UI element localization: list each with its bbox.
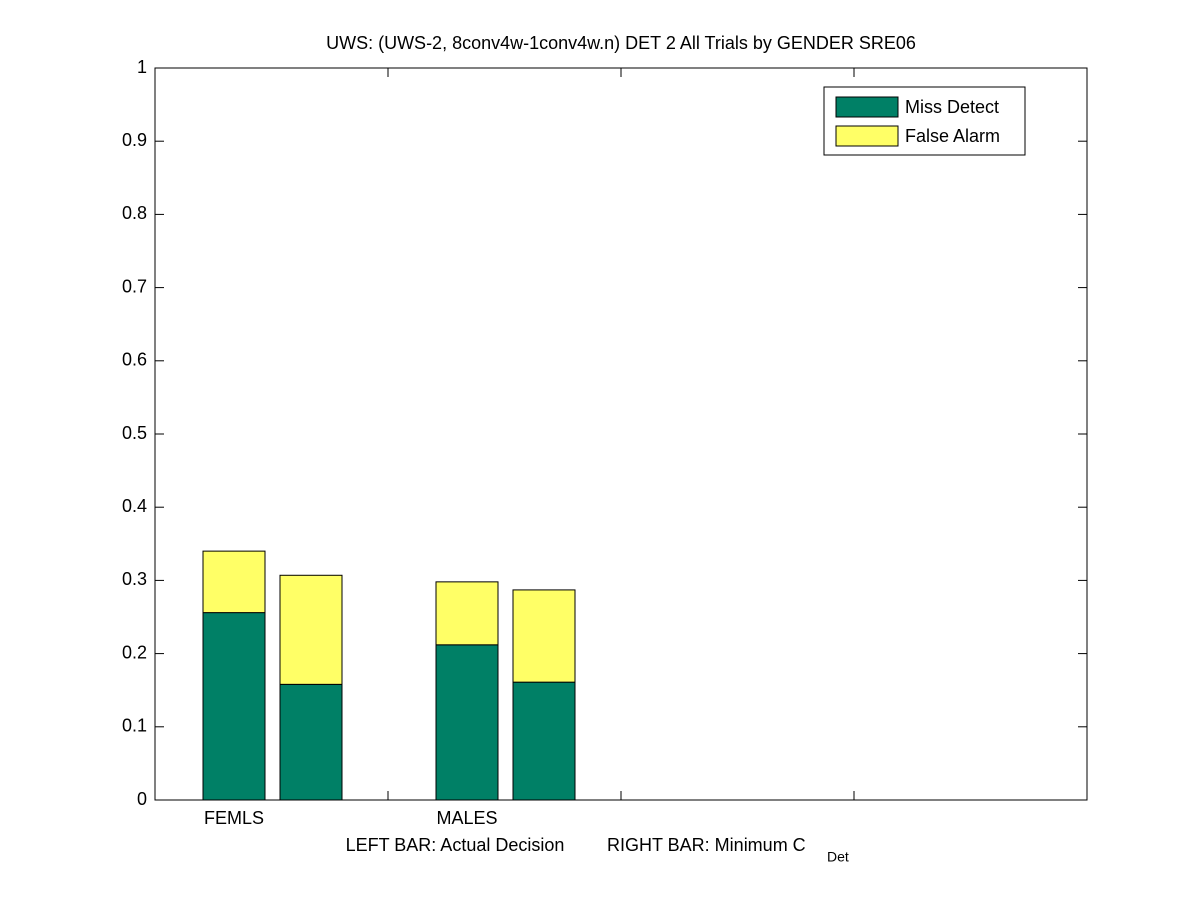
legend-label: False Alarm [905,126,1000,146]
y-tick-label: 0.4 [122,496,147,516]
bar-segment [279,574,343,685]
chart-title: UWS: (UWS-2, 8conv4w-1conv4w.n) DET 2 Al… [326,33,916,53]
bar-segment [512,589,576,683]
bar-segment [279,683,343,801]
bar-segment [512,681,576,801]
x-axis-label: LEFT BAR: Actual Decision [346,835,565,855]
bar-segment [202,550,266,614]
x-tick-label: FEMLS [204,808,264,828]
y-tick-label: 0 [137,789,147,809]
x-axis-label: RIGHT BAR: Minimum C [607,835,806,855]
bar-segment [435,581,499,646]
y-tick-label: 0.1 [122,716,147,736]
y-tick-label: 0.7 [122,276,147,296]
bar-segment [202,612,266,801]
x-axis-label-subscript: Det [827,849,849,865]
y-tick-label: 0.3 [122,569,147,589]
y-tick-label: 0.6 [122,350,147,370]
legend-label: Miss Detect [905,97,999,117]
x-tick-label: MALES [436,808,497,828]
y-tick-label: 0.8 [122,203,147,223]
y-tick-label: 1 [137,57,147,77]
y-tick-label: 0.5 [122,423,147,443]
bar-segment [435,644,499,801]
y-tick-label: 0.9 [122,130,147,150]
legend-swatch [835,96,899,118]
legend-swatch [835,125,899,147]
y-tick-label: 0.2 [122,642,147,662]
